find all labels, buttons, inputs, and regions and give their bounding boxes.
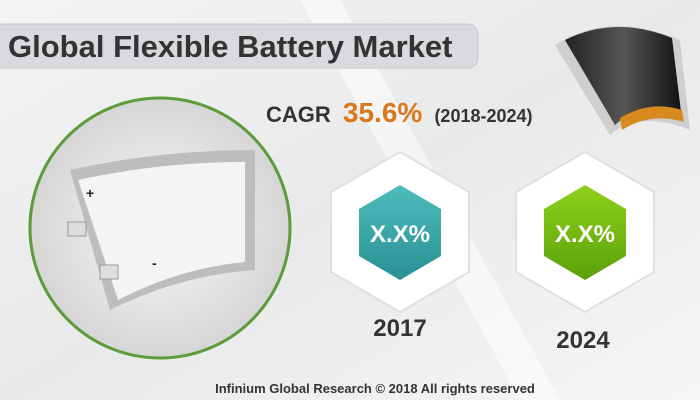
hex-inner xyxy=(544,185,626,280)
plus-sign: + xyxy=(86,185,94,201)
minus-sign: - xyxy=(152,255,157,271)
cagr-label: CAGR xyxy=(266,102,331,127)
stat-2017: X.X% 2017 xyxy=(330,151,470,342)
hex-inner xyxy=(359,185,441,280)
roll-image xyxy=(555,26,690,135)
footer: Infinium Global Research © 2018 All righ… xyxy=(215,381,535,396)
cagr-period: (2018-2024) xyxy=(434,106,532,126)
stat-2024: X.X% 2024 xyxy=(515,151,655,354)
battery-photo: + - xyxy=(28,96,292,360)
stat-value: X.X% xyxy=(555,221,615,248)
stat-year: 2024 xyxy=(556,327,610,354)
title-bar xyxy=(0,23,479,69)
title: Global Flexible Battery Market xyxy=(8,29,452,64)
cagr-value: 35.6% xyxy=(343,97,422,128)
cagr-line: CAGR 35.6% (2018-2024) xyxy=(266,97,533,128)
stat-value: X.X% xyxy=(370,221,430,248)
stat-year: 2017 xyxy=(373,315,426,342)
